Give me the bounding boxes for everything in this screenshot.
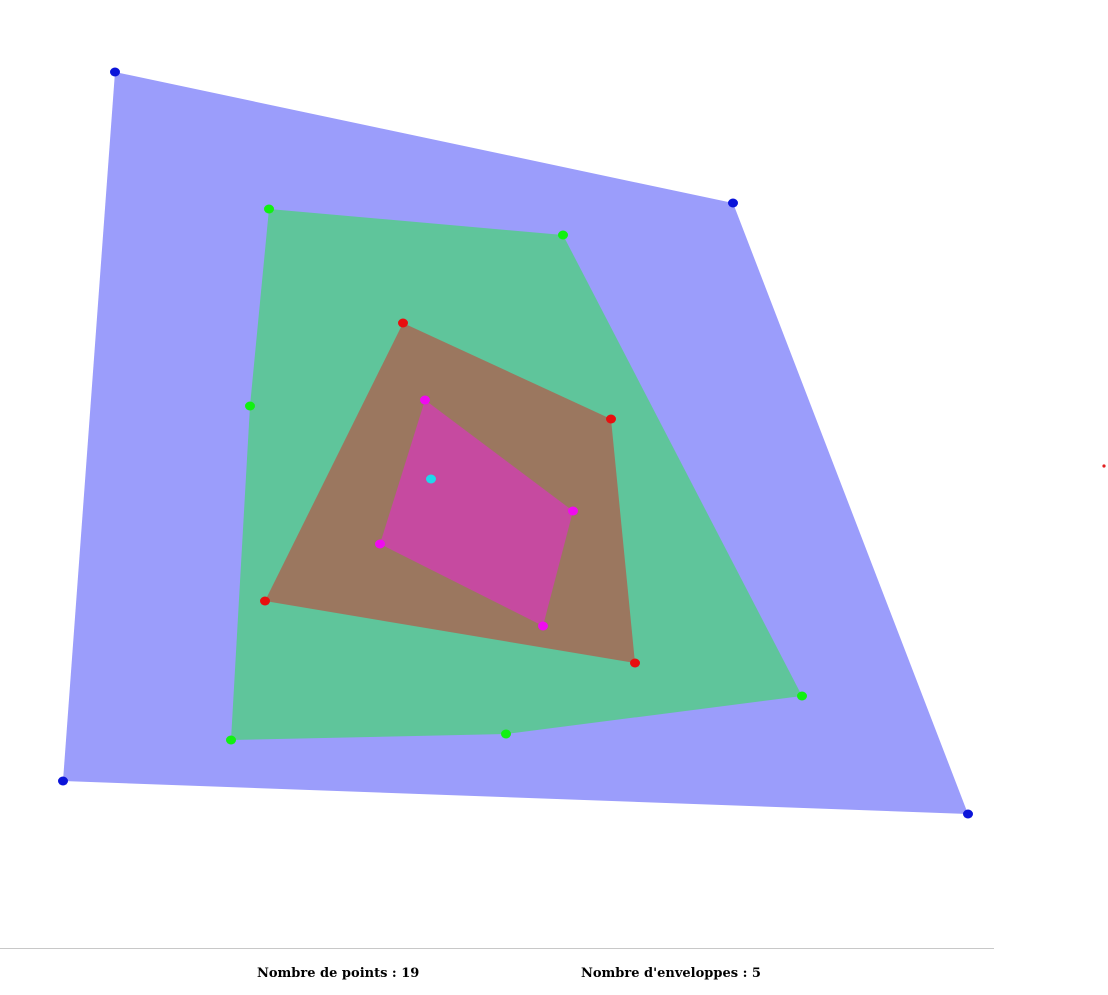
point-layer-2[interactable] — [264, 204, 274, 214]
points-count-label: Nombre de points : 19 — [257, 966, 420, 981]
point-layer-2[interactable] — [797, 691, 807, 701]
point-layer-1[interactable] — [728, 198, 738, 208]
point-layer-3[interactable] — [398, 318, 408, 328]
point-layer-1[interactable] — [963, 809, 973, 819]
point-layer-1[interactable] — [58, 776, 68, 786]
point-layer-3[interactable] — [606, 414, 616, 424]
point-layer-4[interactable] — [568, 506, 578, 516]
point-layer-3[interactable] — [260, 596, 270, 606]
point-layer-4[interactable] — [375, 539, 385, 549]
point-layer-4[interactable] — [420, 395, 430, 405]
point-layer-4[interactable] — [538, 621, 548, 631]
hull-layer-4 — [380, 400, 573, 626]
stray-point — [1102, 464, 1106, 468]
point-layer-2[interactable] — [501, 729, 511, 739]
point-layer-2[interactable] — [226, 735, 236, 745]
point-layer-2[interactable] — [558, 230, 568, 240]
status-divider — [0, 948, 994, 949]
hulls-count-label: Nombre d'enveloppes : 5 — [581, 966, 761, 981]
point-layer-5[interactable] — [426, 474, 436, 484]
point-layer-1[interactable] — [110, 67, 120, 77]
convex-hull-canvas[interactable] — [0, 0, 1108, 948]
point-layer-3[interactable] — [630, 658, 640, 668]
point-layer-2[interactable] — [245, 401, 255, 411]
